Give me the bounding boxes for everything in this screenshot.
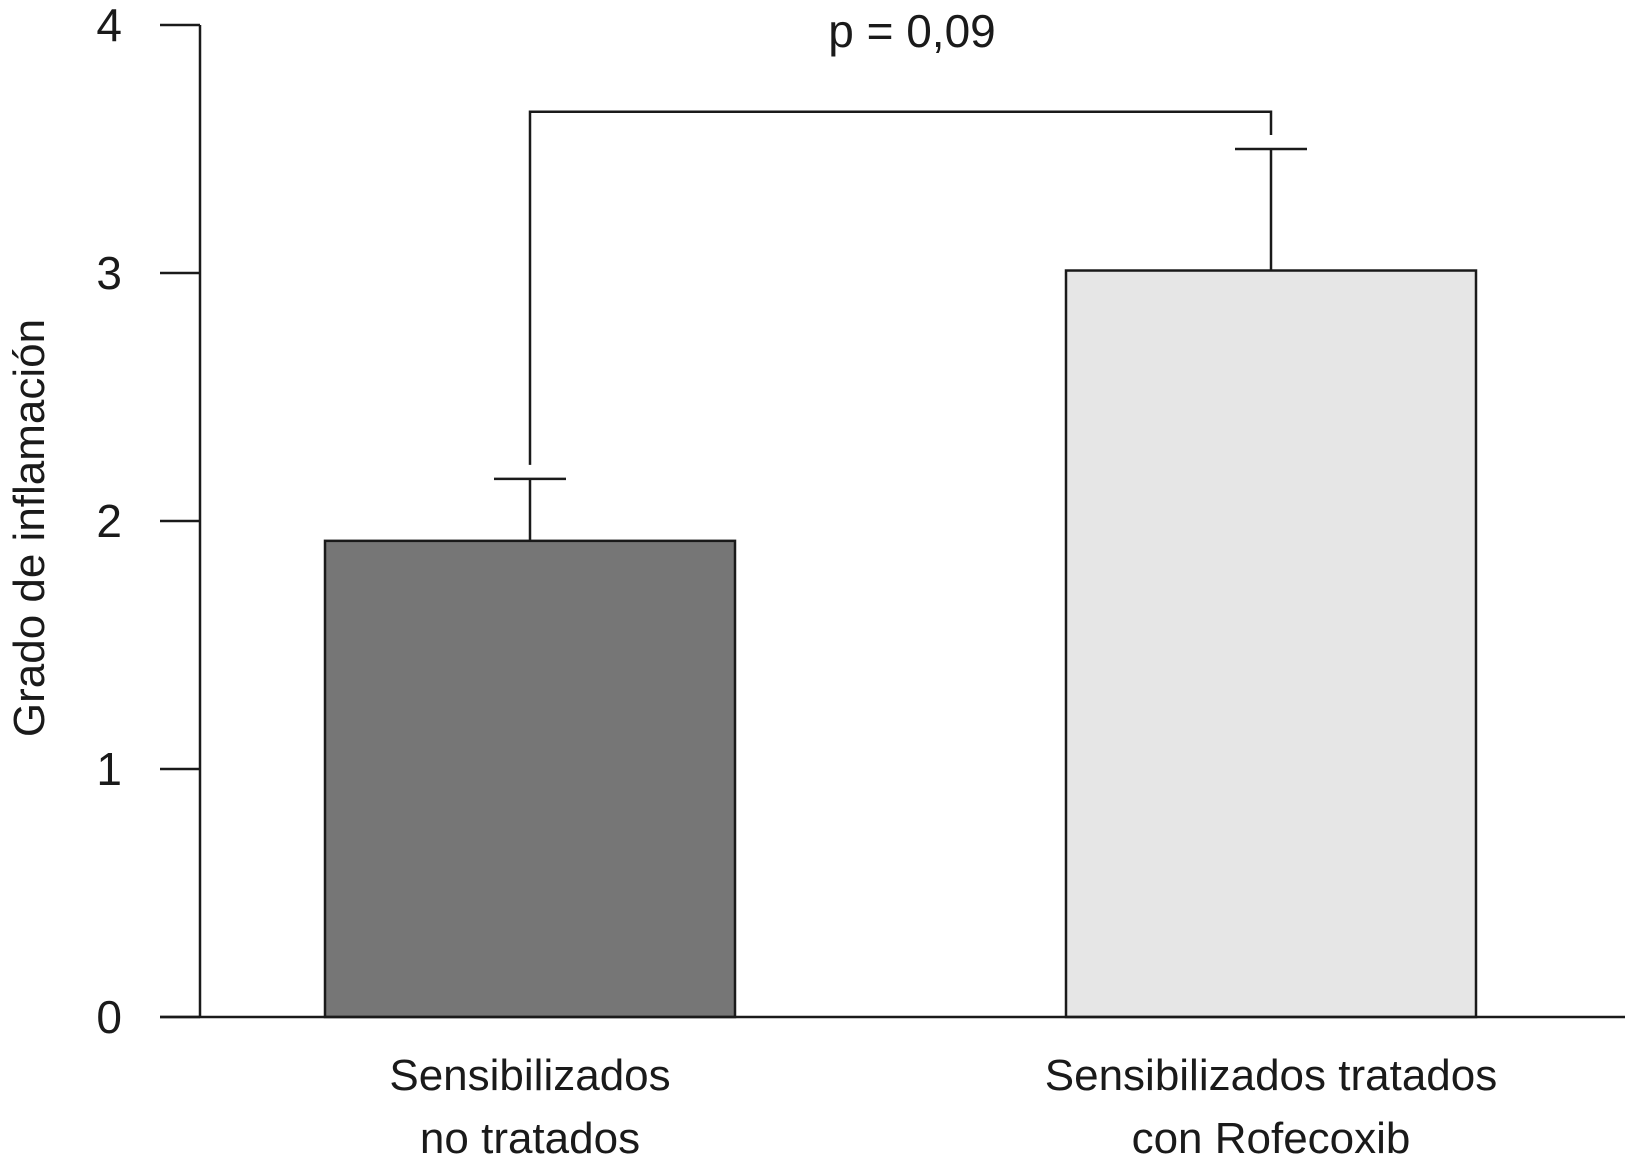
category-labels-layer: Sensibilizados no tratados Sensibilizados … xyxy=(389,1051,1497,1163)
category-label-1-line-1: Sensibilizados xyxy=(389,1051,670,1100)
y-tick-label: 3 xyxy=(96,247,122,299)
p-value-label: p = 0,09 xyxy=(828,5,996,57)
category-label-1-line-2: no tratados xyxy=(420,1114,640,1163)
y-tick-label: 1 xyxy=(96,743,122,795)
y-tick-label: 2 xyxy=(96,495,122,547)
category-label-2-line-1: Sensibilizados tratados xyxy=(1045,1051,1497,1100)
significance-annotation: p = 0,09 xyxy=(528,5,1273,465)
y-tick-label: 0 xyxy=(96,991,122,1043)
bar-2 xyxy=(1064,269,1478,1019)
y-tick-label: 4 xyxy=(96,0,122,51)
category-label-2-line-2: con Rofecoxib xyxy=(1132,1114,1411,1163)
significance-bracket xyxy=(528,110,1273,465)
bars-layer xyxy=(323,269,1478,1019)
error-bars-layer xyxy=(494,147,1307,541)
y-axis-title: Grado de inflamación xyxy=(5,319,54,737)
y-ticks-layer: 0 1 2 3 4 xyxy=(96,0,200,1043)
bar-1 xyxy=(323,539,737,1019)
